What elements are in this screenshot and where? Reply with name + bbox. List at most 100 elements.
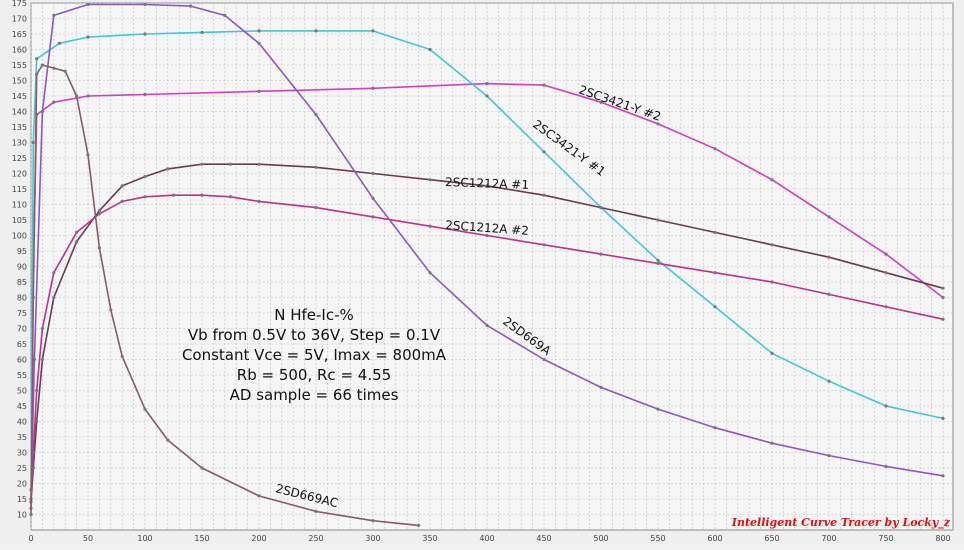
x-tick-label: 400 xyxy=(479,534,494,543)
x-tick-label: 300 xyxy=(365,534,380,543)
series-line-5 xyxy=(30,64,419,527)
data-point xyxy=(827,215,831,219)
data-point xyxy=(713,426,717,430)
data-point xyxy=(884,252,888,256)
data-point xyxy=(417,523,421,527)
data-point xyxy=(428,47,432,52)
data-point xyxy=(120,184,124,188)
data-point xyxy=(314,113,318,117)
data-point xyxy=(86,153,90,157)
data-point xyxy=(257,199,261,203)
data-point xyxy=(75,230,79,234)
label-2sc1212a-1: 2SC1212A #1 xyxy=(445,175,529,192)
data-point xyxy=(599,252,603,256)
data-point xyxy=(200,466,204,470)
x-tick-label: 600 xyxy=(707,534,722,543)
data-point xyxy=(109,308,113,312)
x-tick-label: 450 xyxy=(536,534,551,543)
data-point xyxy=(371,196,375,200)
data-point xyxy=(120,354,124,358)
data-point xyxy=(189,4,193,8)
data-point xyxy=(770,178,774,182)
data-point xyxy=(428,224,432,228)
data-point xyxy=(52,13,56,17)
data-point xyxy=(656,258,660,262)
data-point xyxy=(884,305,888,309)
y-tick-label: 100 xyxy=(12,232,27,241)
data-point xyxy=(32,357,37,362)
x-tick-label: 250 xyxy=(308,534,323,543)
y-tick-label: 120 xyxy=(12,170,27,179)
data-point xyxy=(86,2,90,7)
y-tick-label: 60 xyxy=(17,356,27,365)
y-tick-label: 160 xyxy=(12,46,27,55)
data-point xyxy=(314,29,318,33)
grid-lines xyxy=(30,2,953,530)
test-conditions: N Hfe-Ic-% Vb from 0.5V to 36V, Step = 0… xyxy=(182,306,447,404)
data-point xyxy=(52,271,56,275)
x-tick-label: 100 xyxy=(137,534,152,543)
data-point xyxy=(542,83,546,87)
y-tick-label: 125 xyxy=(12,154,27,163)
data-point xyxy=(485,184,489,188)
data-point xyxy=(257,162,261,166)
label-2sc1212a-2: 2SC1212A #2 xyxy=(445,218,530,238)
data-point xyxy=(143,32,147,36)
data-point xyxy=(884,464,888,469)
data-point xyxy=(143,407,147,411)
y-tick-label: 70 xyxy=(17,325,27,334)
data-point xyxy=(827,292,831,296)
data-point xyxy=(63,69,67,73)
y-tick-label: 30 xyxy=(17,449,27,458)
data-point xyxy=(40,63,45,67)
data-point xyxy=(599,100,603,104)
y-tick-label: 50 xyxy=(17,387,27,396)
data-point xyxy=(542,150,546,154)
credit-text: Intelligent Curve Tracer by Locky_z xyxy=(731,516,951,530)
annotation-line: N Hfe-Ic-% xyxy=(274,306,354,324)
y-tick-label: 95 xyxy=(17,247,27,256)
data-point xyxy=(314,165,318,169)
data-point xyxy=(171,193,176,197)
data-point xyxy=(143,175,147,179)
data-point xyxy=(371,215,375,219)
data-point xyxy=(827,454,831,458)
y-tick-label: 130 xyxy=(12,139,27,148)
data-point xyxy=(200,162,204,166)
annotation-line: Rb = 500, Rc = 4.55 xyxy=(237,366,391,384)
y-tick-label: 165 xyxy=(12,30,27,39)
x-tick-label: 350 xyxy=(422,534,437,543)
series-line-1 xyxy=(30,30,944,490)
data-point xyxy=(35,419,39,424)
x-tick-label: 750 xyxy=(878,534,893,543)
data-point xyxy=(57,41,62,45)
y-tick-label: 105 xyxy=(12,216,27,225)
x-tick-label: 500 xyxy=(593,534,608,543)
data-point xyxy=(257,494,261,498)
annotation-line: AD sample = 66 times xyxy=(230,386,399,404)
data-point xyxy=(97,246,101,250)
data-point xyxy=(770,280,774,284)
y-tick-label: 150 xyxy=(12,77,27,86)
x-tick-label: 800 xyxy=(935,534,950,543)
y-tick-label: 175 xyxy=(12,0,27,8)
x-tick-label: 550 xyxy=(650,534,665,543)
y-tick-label: 110 xyxy=(12,201,27,210)
data-point xyxy=(371,171,375,176)
data-point xyxy=(941,416,945,420)
annotation-line: Constant Vce = 5V, Imax = 800mA xyxy=(182,346,447,364)
data-point xyxy=(29,512,33,517)
data-point xyxy=(485,323,489,327)
data-point xyxy=(770,441,774,445)
data-point xyxy=(827,379,831,383)
data-point xyxy=(542,243,546,247)
data-point xyxy=(827,255,831,259)
data-point xyxy=(86,35,90,39)
data-point xyxy=(428,178,432,182)
data-point xyxy=(228,195,233,199)
data-point xyxy=(599,206,603,210)
data-point xyxy=(941,317,945,321)
data-point xyxy=(143,92,147,97)
data-point xyxy=(40,109,45,114)
